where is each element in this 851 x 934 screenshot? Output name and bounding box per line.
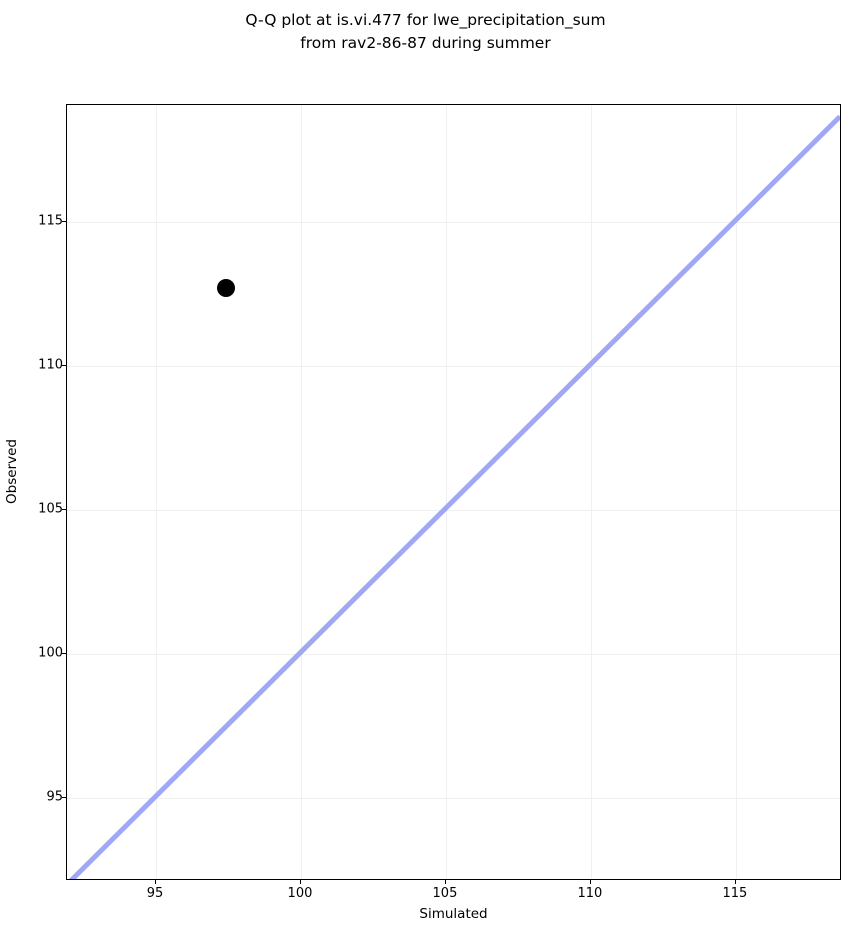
data-point <box>216 279 235 298</box>
x-tick-label: 110 <box>577 886 603 901</box>
gridline-horizontal <box>67 654 840 656</box>
y-tick-mark <box>62 797 66 799</box>
x-tick-mark <box>734 880 736 884</box>
plot-area <box>66 104 841 880</box>
gridline-horizontal <box>67 509 840 511</box>
x-tick-label: 115 <box>722 886 748 901</box>
x-axis-label: Simulated <box>419 906 488 922</box>
y-axis-label: Observed <box>4 439 20 504</box>
x-tick-label: 95 <box>146 886 164 901</box>
y-tick-mark <box>62 364 66 366</box>
gridline-horizontal <box>67 365 840 367</box>
gridline-horizontal <box>67 221 840 223</box>
y-tick-mark <box>62 220 66 222</box>
x-tick-label: 105 <box>432 886 458 901</box>
gridline-vertical <box>445 105 447 879</box>
y-tick-label: 95 <box>46 789 63 805</box>
x-tick-mark <box>155 880 156 884</box>
x-tick-mark <box>299 880 301 884</box>
y-tick-mark <box>62 508 66 510</box>
y-tick-mark <box>62 653 66 655</box>
gridline-horizontal <box>67 798 840 800</box>
x-tick-mark <box>589 880 591 884</box>
identity-line-stroke <box>68 114 840 879</box>
gridline-vertical <box>156 105 157 879</box>
y-tick-label: 110 <box>38 357 63 373</box>
y-tick-label: 100 <box>38 645 63 661</box>
x-tick-mark <box>444 880 446 884</box>
gridline-vertical <box>300 105 302 879</box>
y-tick-label: 105 <box>38 501 63 517</box>
gridline-vertical <box>735 105 737 879</box>
gridline-vertical <box>590 105 592 879</box>
x-tick-label: 100 <box>287 886 313 901</box>
chart-title: Q-Q plot at is.vi.477 for lwe_precipitat… <box>245 11 606 52</box>
y-tick-label: 115 <box>38 213 63 229</box>
identity-reference-line <box>68 114 840 879</box>
